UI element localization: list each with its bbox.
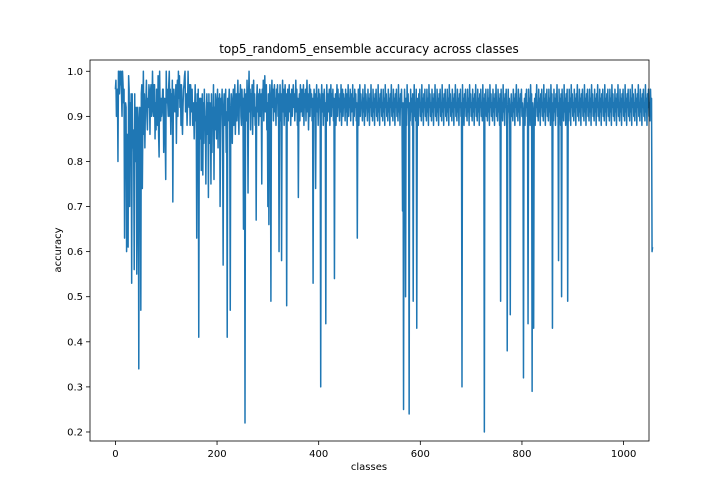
x-tick-label: 800: [512, 449, 531, 460]
y-tick-label: 0.8: [67, 157, 83, 168]
chart-title: top5_random5_ensemble accuracy across cl…: [219, 42, 519, 56]
y-axis: 0.2 0.3 0.4 0.5 0.6 0.7 0.8 0.9 1.0: [67, 67, 90, 438]
y-tick-label: 0.4: [67, 337, 83, 348]
y-axis-label: accuracy: [53, 227, 64, 272]
y-tick-label: 0.9: [67, 112, 83, 123]
x-axis-label: classes: [351, 462, 387, 473]
x-tick-label: 0: [112, 449, 118, 460]
y-tick-label: 0.5: [67, 292, 83, 303]
x-tick-label: 200: [207, 449, 226, 460]
y-tick-label: 0.7: [67, 202, 83, 213]
plot-frame: [89, 59, 650, 442]
x-tick-label: 400: [309, 449, 328, 460]
y-tick-label: 1.0: [67, 67, 83, 78]
x-tick-label: 600: [411, 449, 430, 460]
x-tick-label: 1000: [611, 449, 636, 460]
series-line-0: [114, 70, 654, 433]
x-axis: 0 200 400 600 800 1000: [112, 441, 636, 460]
y-tick-label: 0.6: [67, 247, 83, 258]
y-tick-label: 0.3: [67, 382, 83, 393]
y-tick-label: 0.2: [67, 427, 83, 438]
